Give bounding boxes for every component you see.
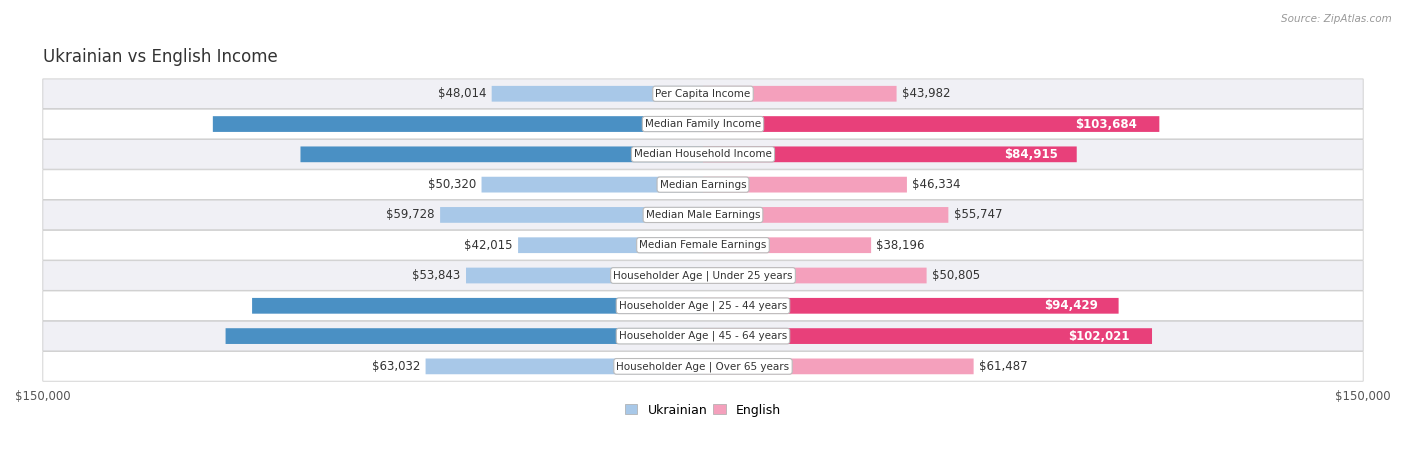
Text: $50,320: $50,320 — [427, 178, 477, 191]
Text: Per Capita Income: Per Capita Income — [655, 89, 751, 99]
FancyBboxPatch shape — [703, 328, 1152, 344]
Text: Householder Age | 25 - 44 years: Householder Age | 25 - 44 years — [619, 301, 787, 311]
FancyBboxPatch shape — [42, 352, 1364, 381]
Text: $108,475: $108,475 — [679, 330, 741, 343]
Text: $103,684: $103,684 — [1074, 118, 1136, 131]
FancyBboxPatch shape — [426, 359, 703, 374]
FancyBboxPatch shape — [703, 298, 1119, 314]
FancyBboxPatch shape — [42, 291, 1364, 321]
Text: $84,915: $84,915 — [1004, 148, 1059, 161]
FancyBboxPatch shape — [703, 177, 907, 192]
FancyBboxPatch shape — [42, 140, 1364, 169]
FancyBboxPatch shape — [212, 116, 703, 132]
Text: Source: ZipAtlas.com: Source: ZipAtlas.com — [1281, 14, 1392, 24]
Text: $61,487: $61,487 — [979, 360, 1028, 373]
FancyBboxPatch shape — [301, 147, 703, 162]
Text: Householder Age | Under 25 years: Householder Age | Under 25 years — [613, 270, 793, 281]
FancyBboxPatch shape — [703, 359, 973, 374]
FancyBboxPatch shape — [465, 268, 703, 283]
Text: $50,805: $50,805 — [932, 269, 980, 282]
Text: Median Female Earnings: Median Female Earnings — [640, 240, 766, 250]
FancyBboxPatch shape — [703, 207, 949, 223]
Text: $63,032: $63,032 — [373, 360, 420, 373]
FancyBboxPatch shape — [703, 147, 1077, 162]
Text: $55,747: $55,747 — [953, 208, 1002, 221]
Text: $94,429: $94,429 — [1043, 299, 1098, 312]
Text: Householder Age | 45 - 64 years: Householder Age | 45 - 64 years — [619, 331, 787, 341]
FancyBboxPatch shape — [703, 237, 872, 253]
Text: Median Family Income: Median Family Income — [645, 119, 761, 129]
Legend: Ukrainian, English: Ukrainian, English — [620, 398, 786, 422]
Text: Median Male Earnings: Median Male Earnings — [645, 210, 761, 220]
Text: $91,456: $91,456 — [683, 148, 737, 161]
Text: $43,982: $43,982 — [901, 87, 950, 100]
Text: Ukrainian vs English Income: Ukrainian vs English Income — [42, 48, 277, 66]
FancyBboxPatch shape — [481, 177, 703, 192]
FancyBboxPatch shape — [703, 86, 897, 102]
Text: $38,196: $38,196 — [876, 239, 925, 252]
Text: $59,728: $59,728 — [387, 208, 434, 221]
FancyBboxPatch shape — [42, 261, 1364, 290]
FancyBboxPatch shape — [252, 298, 703, 314]
Text: Median Earnings: Median Earnings — [659, 180, 747, 190]
Text: $102,021: $102,021 — [1069, 330, 1129, 343]
FancyBboxPatch shape — [703, 268, 927, 283]
Text: $46,334: $46,334 — [912, 178, 960, 191]
Text: $42,015: $42,015 — [464, 239, 513, 252]
Text: $111,368: $111,368 — [679, 118, 740, 131]
FancyBboxPatch shape — [42, 200, 1364, 230]
Text: Householder Age | Over 65 years: Householder Age | Over 65 years — [616, 361, 790, 372]
FancyBboxPatch shape — [440, 207, 703, 223]
Text: $53,843: $53,843 — [412, 269, 461, 282]
FancyBboxPatch shape — [42, 321, 1364, 351]
FancyBboxPatch shape — [703, 116, 1160, 132]
FancyBboxPatch shape — [492, 86, 703, 102]
FancyBboxPatch shape — [42, 79, 1364, 109]
Text: $48,014: $48,014 — [437, 87, 486, 100]
FancyBboxPatch shape — [42, 109, 1364, 139]
Text: $102,451: $102,451 — [681, 299, 742, 312]
FancyBboxPatch shape — [225, 328, 703, 344]
FancyBboxPatch shape — [517, 237, 703, 253]
FancyBboxPatch shape — [42, 230, 1364, 260]
FancyBboxPatch shape — [42, 170, 1364, 199]
Text: Median Household Income: Median Household Income — [634, 149, 772, 159]
